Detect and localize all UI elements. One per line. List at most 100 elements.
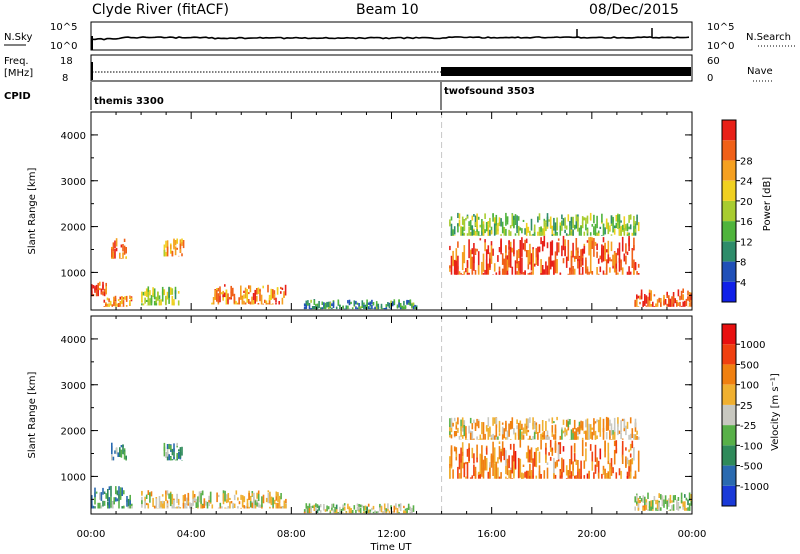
heatmap-cell [307,300,309,306]
heatmap-cell [265,497,268,503]
heatmap-cell [321,307,324,310]
heatmap-cell [469,432,472,440]
heatmap-cell [666,303,668,307]
heatmap-cell [591,451,594,463]
x-axis-label: Time UT [369,542,412,553]
heatmap-cell [275,302,277,305]
heatmap-cell [479,235,482,236]
heatmap-cell [129,295,131,299]
heatmap-cell [449,424,451,438]
heatmap-cell [545,435,547,440]
heatmap-cell [508,240,510,250]
heatmap-cell [481,422,483,435]
x-tick-label: 00:00 [678,529,707,540]
heatmap-cell [493,417,496,421]
heatmap-cell [487,245,490,255]
heatmap-cell [270,497,273,506]
heatmap-cell [562,430,565,434]
heatmap-cell [594,444,597,462]
heatmap-cell [629,459,632,472]
heatmap-cell [661,495,664,507]
heatmap-cell [559,222,562,226]
heatmap-cell [272,507,274,509]
heatmap-cell [168,493,170,499]
heatmap-cell [379,503,381,508]
heatmap-cell [593,238,595,257]
heatmap-cell [487,263,490,275]
heatmap-cell [241,299,244,305]
heatmap-cell [514,214,517,225]
heatmap-cell [487,417,490,427]
heatmap-cell [658,297,660,303]
nsky-trace [91,36,690,41]
heatmap-cell [335,504,338,510]
heatmap-cell [329,511,332,514]
heatmap-cell [141,303,143,306]
heatmap-cell [142,303,145,306]
heatmap-cell [628,475,630,479]
heatmap-cell [593,472,595,479]
y-tick-label: 2000 [61,427,86,438]
colorbar-frame [721,119,737,303]
heatmap-cell [147,291,150,304]
heatmap-cell [487,221,490,225]
heatmap-cell [680,499,683,503]
heatmap-cell [618,430,621,434]
heatmap-cell [578,257,581,260]
heatmap-cell [387,503,389,511]
heatmap-cell [166,248,169,257]
heatmap-cell [461,417,464,428]
heatmap-cell [623,253,626,262]
colorbar-segment [722,160,736,181]
heatmap-cell [660,298,662,303]
heatmap-cell [130,297,133,300]
nsky-tick-high: 10^5 [50,22,77,33]
heatmap-cell [112,242,115,252]
heatmap-cell [391,301,394,307]
heatmap-cell [597,273,600,275]
heatmap-cell [267,490,270,493]
heatmap-cell [537,447,539,451]
heatmap-cell [473,464,475,476]
heatmap-cell [337,512,340,514]
heatmap-cell [583,475,586,479]
heatmap-cell [671,296,673,307]
heatmap-cell [269,494,271,504]
heatmap-cell [628,437,630,440]
heatmap-cell [95,491,98,494]
heatmap-cell [538,465,541,476]
heatmap-cell [395,503,397,508]
heatmap-cell [463,462,466,476]
heatmap-cell [345,305,348,310]
heatmap-cell [599,448,602,460]
heatmap-cell [521,434,523,437]
heatmap-cell [570,217,573,230]
heatmap-cell [637,503,640,511]
heatmap-cell [466,448,469,457]
heatmap-cell [501,441,504,452]
heatmap-cell [106,303,109,307]
heatmap-cell [597,472,600,479]
heatmap-cell [626,234,629,236]
heatmap-cell [599,226,602,229]
heatmap-cell [626,476,629,479]
heatmap-cell [477,473,480,479]
colorbar-tick-label: -25 [740,421,756,432]
heatmap-cell [570,445,573,465]
heatmap-cell [553,434,555,440]
heatmap-cell [557,444,560,460]
heatmap-cell [529,417,531,423]
heatmap-cell [449,431,451,435]
heatmap-cell [525,418,528,426]
heatmap-cell [509,423,512,430]
heatmap-cell [331,504,333,510]
power-heatmap-marks [91,112,692,310]
heatmap-cell [636,214,638,226]
heatmap-cell [449,222,451,227]
heatmap-cell [466,233,469,236]
heatmap-cell [609,419,611,426]
heatmap-cell [123,490,125,495]
heatmap-cell [95,284,98,291]
heatmap-cell [634,418,637,428]
heatmap-cell [217,293,220,303]
